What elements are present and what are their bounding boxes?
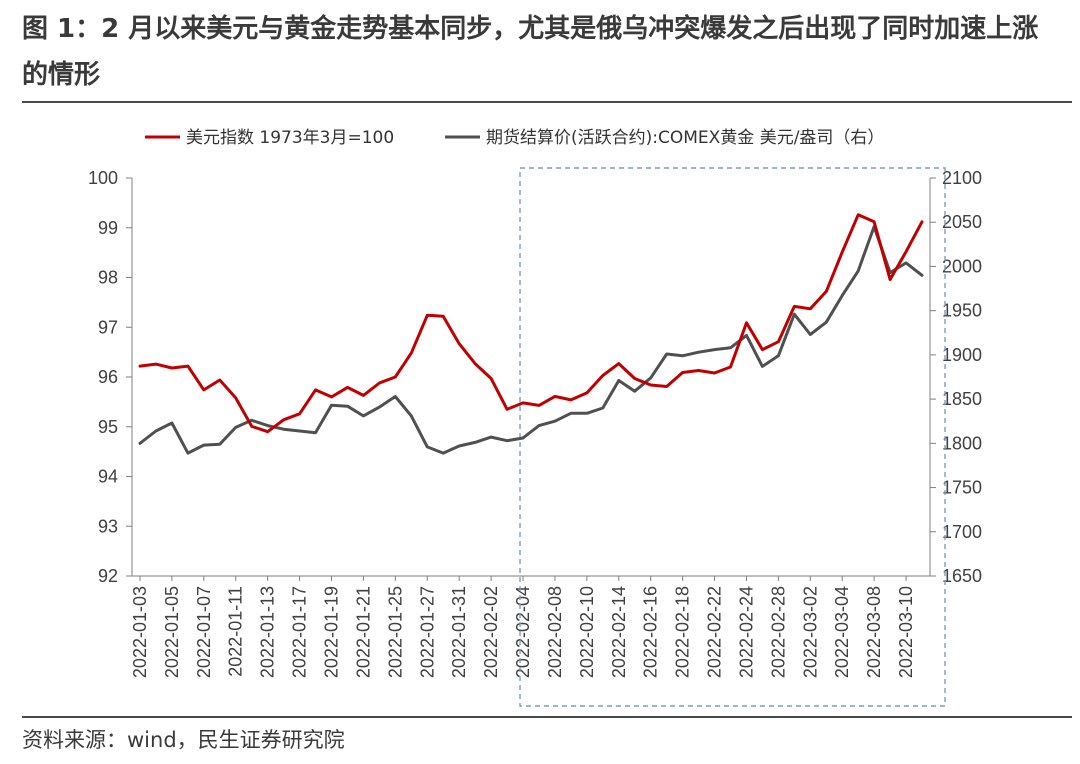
right-tick-label: 2050 xyxy=(942,212,982,232)
footer-divider xyxy=(22,716,1072,718)
series-layer xyxy=(138,213,924,455)
x-tick-label: 2022-01-17 xyxy=(290,586,310,678)
x-tick-label: 2022-01-05 xyxy=(162,586,182,678)
x-tick-label: 2022-02-16 xyxy=(641,586,661,678)
x-tick-label: 2022-02-04 xyxy=(513,586,533,678)
x-tick-label: 2022-03-04 xyxy=(832,586,852,678)
right-tick-label: 2100 xyxy=(942,168,982,188)
right-tick-label: 1900 xyxy=(942,345,982,365)
x-tick-label: 2022-01-27 xyxy=(417,586,437,678)
left-tick-label: 92 xyxy=(98,566,118,586)
x-tick-label: 2022-01-31 xyxy=(449,586,469,678)
x-tick-label: 2022-01-25 xyxy=(385,586,405,678)
x-tick-label: 2022-02-24 xyxy=(736,586,756,678)
legend-gold-label: 期货结算价(活跃合约):COMEX黄金 美元/盎司（右） xyxy=(486,128,884,148)
legend-usd-label: 美元指数 1973年3月=100 xyxy=(186,128,394,148)
x-tick-label: 2022-02-18 xyxy=(673,586,693,678)
x-tick-label: 2022-01-19 xyxy=(322,586,342,678)
x-tick-label: 2022-01-03 xyxy=(130,586,150,678)
title-divider xyxy=(22,101,1072,103)
x-tick-label: 2022-03-08 xyxy=(864,586,884,678)
left-tick-label: 100 xyxy=(88,168,118,188)
x-tick-label: 2022-02-08 xyxy=(545,586,565,678)
x-tick-label: 2022-01-07 xyxy=(194,586,214,678)
left-tick-label: 98 xyxy=(98,268,118,288)
x-tick-label: 2022-03-10 xyxy=(896,586,916,678)
source-note: 资料来源：wind，民生证券研究院 xyxy=(22,728,345,752)
x-tick-label: 2022-01-11 xyxy=(226,586,246,677)
gold-series-line xyxy=(138,225,924,455)
x-tick-label: 2022-02-10 xyxy=(577,586,597,678)
legend: 美元指数 1973年3月=100 期货结算价(活跃合约):COMEX黄金 美元/盎… xyxy=(145,128,884,148)
x-tick-label: 2022-02-28 xyxy=(768,586,788,678)
x-tick-label: 2022-02-22 xyxy=(705,586,725,678)
right-tick-label: 1750 xyxy=(942,478,982,498)
x-tick-label: 2022-01-13 xyxy=(258,586,278,678)
axes-layer: 92 93 94 95 96 97 98 99 100 1650 1700 1750 1800 1850 1… xyxy=(88,168,982,678)
left-tick-label: 95 xyxy=(98,417,118,437)
right-tick-label: 1650 xyxy=(942,566,982,586)
right-tick-label: 1700 xyxy=(942,522,982,542)
left-tick-label: 94 xyxy=(98,467,118,487)
x-tick-label: 2022-03-02 xyxy=(800,586,820,678)
right-tick-label: 1800 xyxy=(942,433,982,453)
x-tick-label: 2022-01-21 xyxy=(353,586,373,678)
chart-title: 图 1：2 月以来美元与黄金走势基本同步，尤其是俄乌冲突爆发之后出现了同时加速上… xyxy=(22,14,1039,90)
x-tick-label: 2022-02-14 xyxy=(609,586,629,678)
right-tick-label: 2000 xyxy=(942,256,982,276)
left-tick-label: 99 xyxy=(98,218,118,238)
left-tick-label: 96 xyxy=(98,367,118,387)
usd-series-line xyxy=(138,213,924,434)
left-tick-label: 97 xyxy=(98,317,118,337)
right-tick-label: 1850 xyxy=(942,389,982,409)
left-tick-label: 93 xyxy=(98,516,118,536)
x-tick-label: 2022-02-02 xyxy=(481,586,501,678)
right-tick-label: 1950 xyxy=(942,301,982,321)
